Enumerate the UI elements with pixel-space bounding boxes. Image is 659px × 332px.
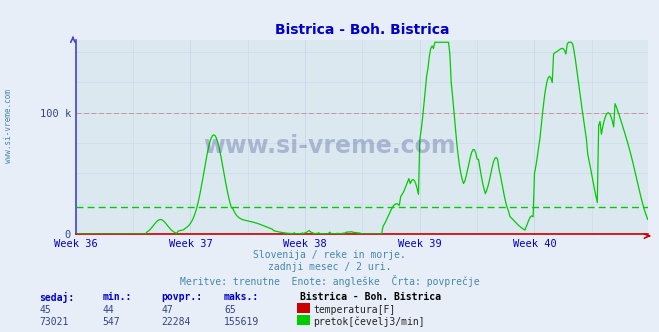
Text: Bistrica - Boh. Bistrica: Bistrica - Boh. Bistrica (300, 292, 441, 302)
Text: pretok[čevelj3/min]: pretok[čevelj3/min] (313, 317, 424, 327)
Text: 44: 44 (102, 305, 114, 315)
Text: temperatura[F]: temperatura[F] (313, 305, 395, 315)
Text: 547: 547 (102, 317, 120, 327)
Text: www.si-vreme.com: www.si-vreme.com (4, 89, 13, 163)
Text: 155619: 155619 (224, 317, 259, 327)
Text: povpr.:: povpr.: (161, 292, 202, 302)
Title: Bistrica - Boh. Bistrica: Bistrica - Boh. Bistrica (275, 23, 449, 37)
Text: zadnji mesec / 2 uri.: zadnji mesec / 2 uri. (268, 262, 391, 272)
Text: 45: 45 (40, 305, 51, 315)
Text: 22284: 22284 (161, 317, 191, 327)
Text: sedaj:: sedaj: (40, 292, 74, 303)
Text: Slovenija / reke in morje.: Slovenija / reke in morje. (253, 250, 406, 260)
Text: Meritve: trenutne  Enote: angleške  Črta: povprečje: Meritve: trenutne Enote: angleške Črta: … (180, 275, 479, 287)
Text: maks.:: maks.: (224, 292, 259, 302)
Text: 47: 47 (161, 305, 173, 315)
Text: min.:: min.: (102, 292, 132, 302)
Text: www.si-vreme.com: www.si-vreme.com (203, 134, 456, 158)
Text: 65: 65 (224, 305, 236, 315)
Text: 73021: 73021 (40, 317, 69, 327)
